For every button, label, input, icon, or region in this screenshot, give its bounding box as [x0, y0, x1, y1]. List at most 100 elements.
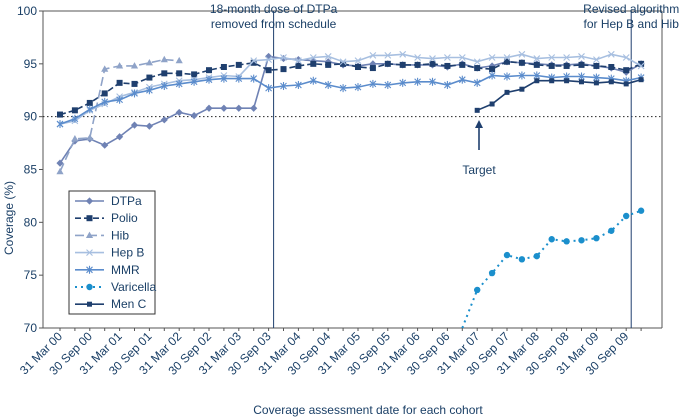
data-point-dtpa: [160, 116, 168, 124]
data-point-mmr: [205, 75, 213, 84]
x-axis-label: Coverage assessment date for each cohort: [253, 403, 483, 417]
marker-stroke: [429, 55, 436, 62]
data-point-hib: [130, 62, 139, 69]
data-point-hep-b: [593, 56, 600, 63]
data-point-mmr: [339, 84, 347, 93]
data-point-mmr: [354, 83, 362, 92]
data-point-polio: [355, 64, 361, 71]
legend-swatch-marker: [85, 197, 94, 205]
data-point-dtpa: [56, 159, 64, 167]
legend-label: Men C: [111, 297, 147, 311]
marker-stroke: [637, 62, 645, 70]
data-point-hep-b: [414, 54, 421, 61]
data-point-hep-b: [563, 54, 570, 61]
data-point-hib: [101, 65, 109, 72]
legend-swatch-marker: [86, 265, 93, 274]
marker-stroke: [354, 57, 362, 65]
data-point-hep-b: [578, 53, 585, 60]
data-point-polio: [57, 111, 63, 118]
legend-swatch-marker: [86, 283, 93, 291]
legend-label: Varicella: [111, 280, 156, 294]
legend-item-hep-b: Hep B: [75, 246, 144, 260]
data-point-hep-b: [265, 56, 272, 63]
data-point-men-c: [623, 81, 629, 87]
data-point-polio: [71, 107, 78, 114]
data-point-men-c: [489, 101, 495, 107]
marker-stroke: [309, 54, 317, 61]
legend-swatch-marker: [86, 249, 93, 256]
data-point-dtpa: [220, 104, 228, 112]
marker-stroke: [399, 50, 407, 58]
data-point-mmr: [309, 76, 317, 85]
marker-stroke: [369, 51, 377, 59]
series-line-mmr: [59, 74, 642, 125]
data-point-hep-b: [384, 51, 392, 59]
data-point-polio: [608, 64, 615, 71]
data-point-dtpa: [205, 104, 213, 112]
data-point-hep-b: [518, 50, 526, 58]
data-point-polio: [176, 70, 183, 77]
data-point-polio: [235, 61, 242, 68]
data-point-varicella: [548, 236, 555, 243]
data-point-varicella: [578, 237, 585, 244]
data-point-polio: [369, 65, 376, 72]
series-line-dtpa: [59, 55, 642, 164]
legend-label: Hep B: [111, 246, 144, 260]
data-point-hep-b: [622, 54, 630, 61]
marker-stroke: [280, 54, 287, 61]
data-point-polio: [116, 79, 123, 86]
legend-item-varicella: Varicella: [75, 280, 156, 294]
data-point-varicella: [563, 238, 570, 245]
data-point-mmr: [518, 71, 526, 80]
series-hib: [56, 55, 183, 175]
data-point-mmr: [71, 114, 79, 123]
data-point-polio: [623, 67, 630, 74]
data-point-men-c: [608, 79, 614, 85]
data-point-polio: [250, 59, 257, 66]
marker-stroke: [86, 249, 93, 256]
data-point-mmr: [429, 77, 436, 86]
data-point-mmr: [414, 77, 421, 86]
data-point-polio: [131, 80, 138, 87]
data-point-mmr: [131, 89, 138, 98]
y-tick-label: 75: [24, 268, 38, 282]
data-point-hib: [116, 62, 124, 69]
series-men-c: [474, 77, 644, 113]
data-point-men-c: [534, 78, 540, 84]
marker-stroke: [593, 56, 600, 63]
data-point-dtpa: [250, 104, 258, 112]
series-line-hib: [59, 58, 180, 172]
legend-label: Hib: [111, 228, 129, 242]
data-point-hib: [71, 135, 79, 142]
data-point-hib: [160, 55, 168, 63]
marker-stroke: [265, 56, 272, 63]
data-point-mmr: [175, 79, 183, 88]
data-point-mmr: [146, 86, 153, 95]
data-point-polio: [504, 58, 510, 65]
data-point-polio: [384, 60, 391, 67]
data-point-varicella: [608, 227, 615, 234]
data-point-dtpa: [145, 122, 153, 130]
data-point-polio: [310, 60, 317, 67]
data-point-men-c: [593, 80, 599, 86]
marker-stroke: [384, 51, 392, 59]
data-point-mmr: [190, 77, 198, 86]
target-arrowhead: [475, 120, 483, 128]
marker-stroke: [473, 58, 481, 66]
marker-stroke: [414, 54, 421, 61]
data-point-varicella: [488, 269, 496, 277]
data-point-polio: [414, 61, 421, 68]
data-point-polio: [280, 66, 287, 73]
data-point-hep-b: [548, 54, 556, 61]
legend-item-mmr: MMR: [75, 263, 140, 277]
series-dtpa: [56, 52, 645, 167]
data-point-polio: [489, 66, 496, 73]
data-point-polio: [444, 62, 451, 69]
marker-stroke: [607, 50, 615, 58]
data-point-hep-b: [324, 53, 332, 60]
data-point-hep-b: [607, 50, 615, 58]
data-point-polio: [533, 61, 540, 68]
marker-stroke: [622, 54, 630, 61]
y-tick-label: 80: [24, 215, 38, 229]
